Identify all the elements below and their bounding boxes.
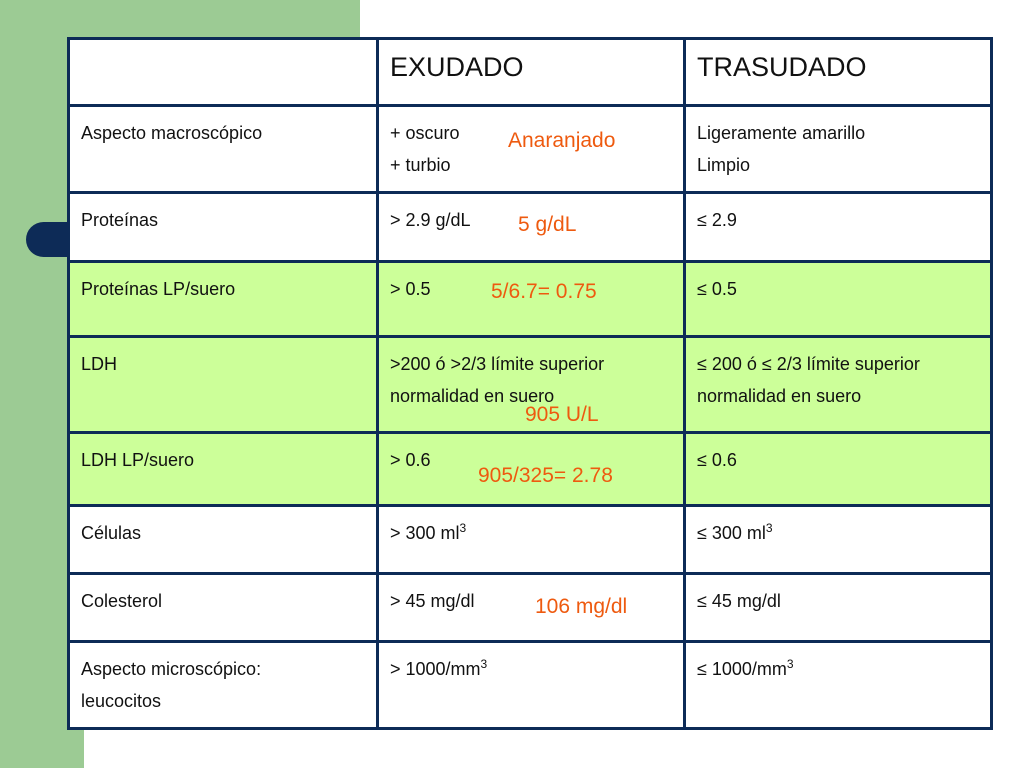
- row-label: Colesterol: [67, 572, 379, 643]
- table-header-row: EXUDADO TRASUDADO: [67, 37, 993, 107]
- exudado-value: > 0.6: [390, 450, 431, 470]
- comparison-table: EXUDADO TRASUDADO Aspecto macroscópico +…: [67, 37, 993, 730]
- table-row-proteinas-lp-suero: Proteínas LP/suero > 0.5 5/6.7= 0.75 ≤ 0…: [67, 260, 993, 338]
- row-label-line: Aspecto microscópico:: [81, 659, 262, 679]
- table-row-ldh-lp-suero: LDH LP/suero > 0.6 905/325= 2.78 ≤ 0.6: [67, 431, 993, 507]
- table-row-ldh: LDH >200 ó >2/3 límite superior normalid…: [67, 335, 993, 434]
- row-label: Proteínas: [67, 191, 379, 263]
- annotation-ldh-ratio: 905/325= 2.78: [478, 464, 613, 487]
- header-empty-cell: [67, 37, 379, 107]
- exudado-cell: > 1000/mm3: [376, 640, 686, 730]
- row-label: Aspecto microscópico: leucocitos: [67, 640, 379, 730]
- annotation-colesterol: 106 mg/dl: [535, 595, 628, 618]
- annotation-ldh: 905 U/L: [525, 403, 599, 426]
- row-label: LDH LP/suero: [67, 431, 379, 507]
- row-label: Células: [67, 504, 379, 575]
- exudado-cell: >200 ó >2/3 límite superior normalidad e…: [376, 335, 686, 434]
- exudado-cell: + oscuro + turbio Anaranjado: [376, 104, 686, 194]
- exudado-cell: > 0.5 5/6.7= 0.75: [376, 260, 686, 338]
- header-exudado: EXUDADO: [376, 37, 686, 107]
- exudado-line: + turbio: [390, 155, 451, 175]
- trasudado-cell: Ligeramente amarillo Limpio: [683, 104, 993, 194]
- table-row-aspecto-microscopico: Aspecto microscópico: leucocitos > 1000/…: [67, 640, 993, 730]
- table-row-colesterol: Colesterol > 45 mg/dl 106 mg/dl ≤ 45 mg/…: [67, 572, 993, 643]
- exudado-line: >200 ó >2/3 límite superior: [390, 354, 605, 374]
- exudado-cell: > 300 ml3: [376, 504, 686, 575]
- exudado-cell: > 45 mg/dl 106 mg/dl: [376, 572, 686, 643]
- trasudado-cell: ≤ 2.9: [683, 191, 993, 263]
- exudado-cell: > 2.9 g/dL 5 g/dL: [376, 191, 686, 263]
- row-label: Proteínas LP/suero: [67, 260, 379, 338]
- annotation-anaranjado: Anaranjado: [508, 129, 616, 152]
- trasudado-value: ≤ 300 ml: [697, 523, 766, 543]
- exudado-value: > 45 mg/dl: [390, 591, 475, 611]
- row-label: LDH: [67, 335, 379, 434]
- trasudado-line: ≤ 200 ó ≤ 2/3 límite superior: [697, 354, 920, 374]
- trasudado-line: normalidad en suero: [697, 386, 862, 406]
- superscript: 3: [786, 657, 794, 671]
- row-label: Aspecto macroscópico: [67, 104, 379, 194]
- trasudado-cell: ≤ 45 mg/dl: [683, 572, 993, 643]
- superscript: 3: [459, 521, 467, 535]
- trasudado-value: ≤ 1000/mm: [697, 659, 787, 679]
- table-row-celulas: Células > 300 ml3 ≤ 300 ml3: [67, 504, 993, 575]
- exudado-line: normalidad en suero: [390, 386, 555, 406]
- trasudado-cell: ≤ 300 ml3: [683, 504, 993, 575]
- trasudado-cell: ≤ 0.5: [683, 260, 993, 338]
- exudado-cell: > 0.6 905/325= 2.78: [376, 431, 686, 507]
- trasudado-line: Limpio: [697, 155, 751, 175]
- trasudado-cell: ≤ 200 ó ≤ 2/3 límite superior normalidad…: [683, 335, 993, 434]
- superscript: 3: [765, 521, 773, 535]
- exudado-value: > 1000/mm: [390, 659, 481, 679]
- header-trasudado: TRASUDADO: [683, 37, 993, 107]
- row-label-line: leucocitos: [81, 691, 162, 711]
- table-row-aspecto-macroscopico: Aspecto macroscópico + oscuro + turbio A…: [67, 104, 993, 194]
- table-row-proteinas: Proteínas > 2.9 g/dL 5 g/dL ≤ 2.9: [67, 191, 993, 263]
- trasudado-line: Ligeramente amarillo: [697, 123, 866, 143]
- annotation-proteinas-ratio: 5/6.7= 0.75: [491, 280, 597, 303]
- exudado-value: > 0.5: [390, 279, 431, 299]
- exudado-value: > 2.9 g/dL: [390, 210, 471, 230]
- trasudado-cell: ≤ 1000/mm3: [683, 640, 993, 730]
- exudado-line: + oscuro: [390, 123, 460, 143]
- superscript: 3: [480, 657, 488, 671]
- annotation-proteinas: 5 g/dL: [518, 213, 577, 236]
- trasudado-cell: ≤ 0.6: [683, 431, 993, 507]
- exudado-value: > 300 ml: [390, 523, 460, 543]
